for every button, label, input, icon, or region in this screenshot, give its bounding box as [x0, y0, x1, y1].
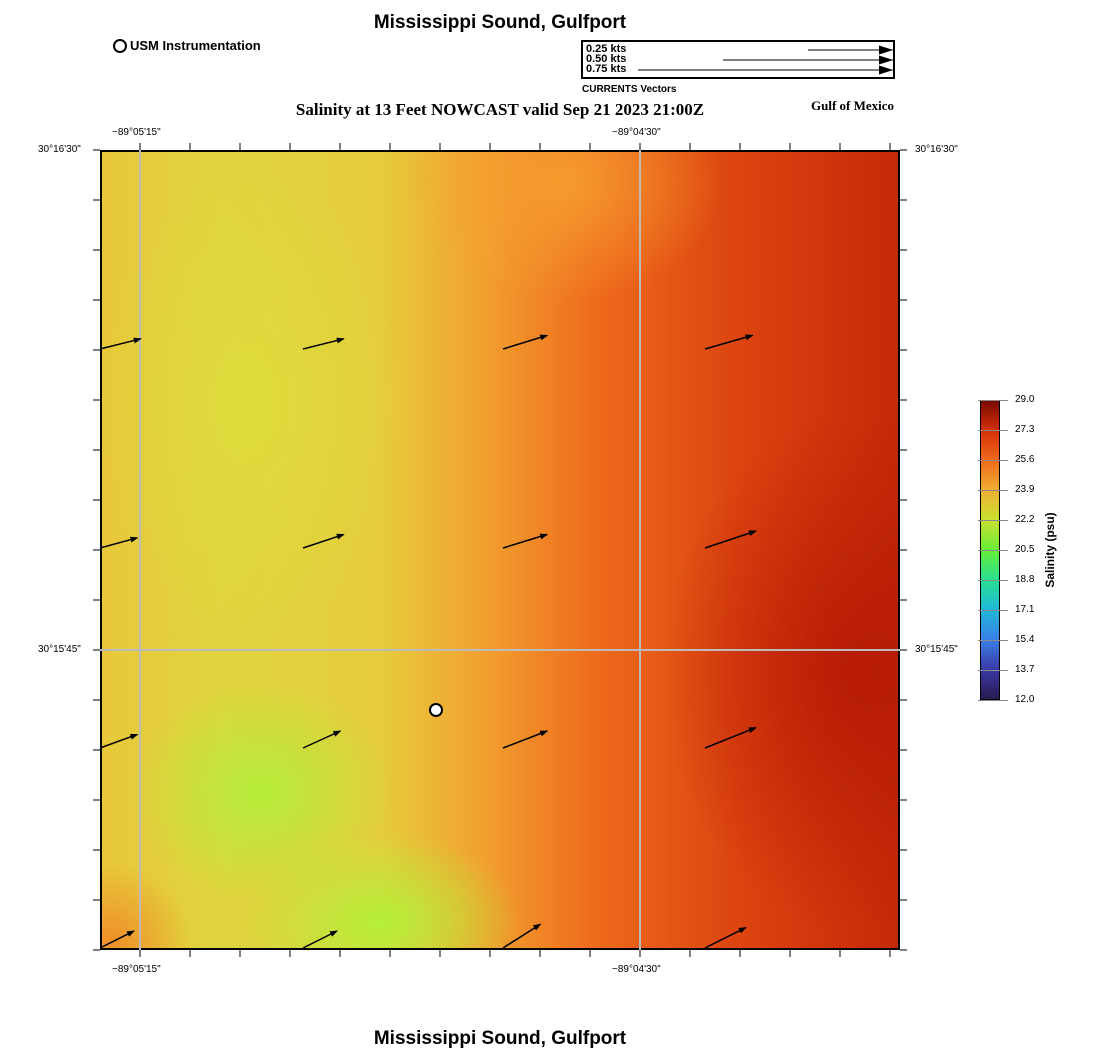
lat-label-right: 30°16'30" [915, 144, 958, 155]
colorbar-tick [978, 610, 1008, 611]
current-vector [302, 533, 345, 549]
current-vector [704, 530, 757, 549]
legend-label: 0.75 kts [586, 63, 627, 75]
vector-legend-box: 0.25 kts 0.50 kts 0.75 kts [581, 40, 895, 79]
colorbar-tick-label: 15.4 [1015, 634, 1035, 645]
colorbar-label: Salinity (psu) [1043, 512, 1057, 588]
current-vector [502, 533, 549, 549]
lon-label-bottom: −89°04'30" [612, 964, 661, 975]
salinity-map [100, 150, 900, 950]
colorbar-tick-label: 17.1 [1015, 604, 1035, 615]
colorbar-tick [978, 490, 1008, 491]
lat-label-right: 30°15'45" [915, 644, 958, 655]
colorbar-tick [978, 700, 1008, 701]
station-legend: USM Instrumentation [113, 38, 261, 53]
current-vector [99, 930, 135, 949]
colorbar-tick [978, 460, 1008, 461]
legend-label: 0.50 kts [586, 53, 627, 65]
station-legend-label: USM Instrumentation [130, 38, 261, 53]
current-vector [704, 334, 754, 350]
current-vector [99, 536, 139, 549]
colorbar-tick-label: 12.0 [1015, 694, 1035, 705]
lon-label-bottom: −89°05'15" [112, 964, 161, 975]
usm-station-marker[interactable] [429, 703, 443, 717]
current-vector [704, 926, 747, 949]
colorbar-tick [978, 400, 1008, 401]
colorbar-tick-label: 22.2 [1015, 514, 1035, 525]
colorbar-tick [978, 580, 1008, 581]
current-vector [99, 733, 139, 749]
current-vector [302, 730, 342, 749]
colorbar-tick [978, 550, 1008, 551]
lon-label-top: −89°04'30" [612, 127, 661, 138]
colorbar-tick [978, 640, 1008, 641]
map-title-top: Mississippi Sound, Gulfport [373, 12, 627, 33]
legend-label: 0.25 kts [586, 43, 627, 55]
region-label: Gulf of Mexico [811, 98, 895, 113]
current-vector [502, 730, 549, 749]
colorbar-tick-label: 29.0 [1015, 394, 1035, 405]
colorbar-tick [978, 520, 1008, 521]
map-title-bottom: Mississippi Sound, Gulfport [373, 1028, 627, 1049]
colorbar-tick-label: 20.5 [1015, 544, 1035, 555]
current-vector [502, 923, 542, 949]
current-vector [704, 726, 757, 749]
colorbar-tick-label: 18.8 [1015, 574, 1035, 585]
colorbar-tick-label: 13.7 [1015, 664, 1035, 675]
current-vector [99, 337, 142, 350]
map-subtitle: Salinity at 13 Feet NOWCAST valid Sep 21… [295, 100, 705, 119]
colorbar-tick-label: 23.9 [1015, 484, 1035, 495]
lat-label-left: 30°15'45" [38, 644, 81, 655]
vector-legend-title: CURRENTS Vectors [582, 84, 677, 95]
current-vector [502, 334, 549, 350]
station-circle-icon [113, 38, 127, 53]
colorbar-tick [978, 430, 1008, 431]
current-vector [302, 930, 338, 949]
vector-legend-arrows [638, 45, 893, 75]
colorbar-tick-label: 25.6 [1015, 454, 1035, 465]
lon-label-top: −89°05'15" [112, 127, 161, 138]
lat-label-left: 30°16'30" [38, 144, 81, 155]
colorbar-tick-label: 27.3 [1015, 424, 1035, 435]
colorbar-tick [978, 670, 1008, 671]
current-vector [302, 337, 345, 350]
